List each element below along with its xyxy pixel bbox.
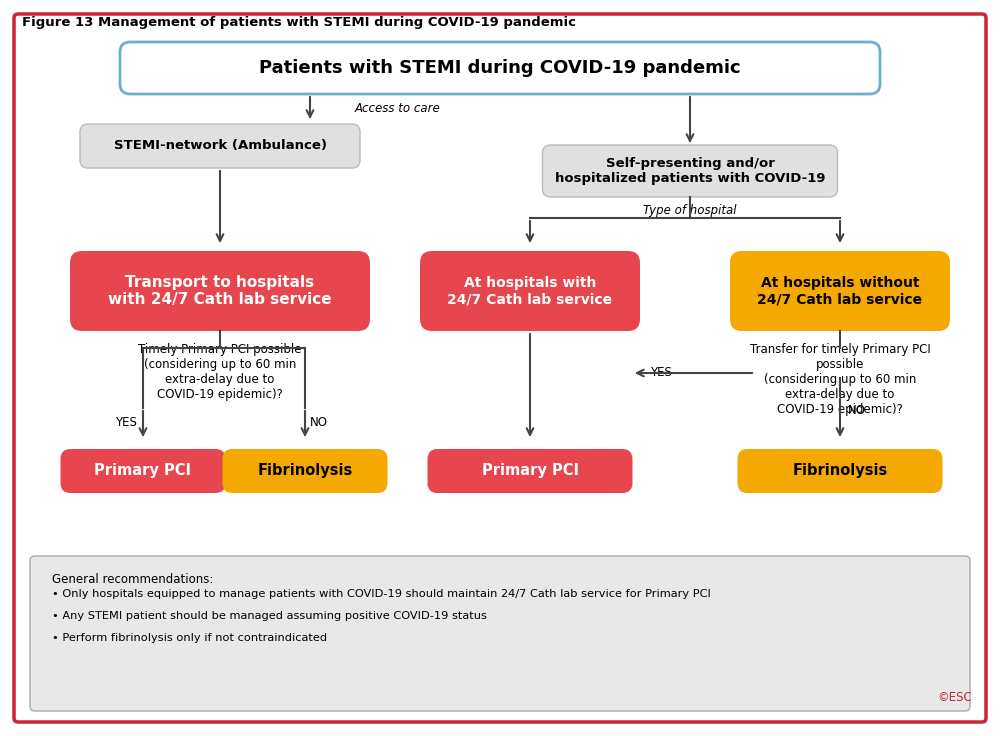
Text: Timely Primary PCI possible
(considering up to 60 min
extra-delay due to
COVID-1: Timely Primary PCI possible (considering… [138, 343, 302, 401]
FancyBboxPatch shape [70, 251, 370, 331]
Text: At hospitals with
24/7 Cath lab service: At hospitals with 24/7 Cath lab service [447, 276, 613, 306]
FancyBboxPatch shape [542, 145, 838, 197]
Text: Figure 13 Management of patients with STEMI during COVID-19 pandemic: Figure 13 Management of patients with ST… [22, 16, 576, 29]
FancyBboxPatch shape [222, 449, 388, 493]
Text: STEMI-network (Ambulance): STEMI-network (Ambulance) [114, 140, 326, 152]
FancyBboxPatch shape [420, 251, 640, 331]
Text: Fibrinolysis: Fibrinolysis [792, 464, 888, 478]
Text: Primary PCI: Primary PCI [94, 464, 192, 478]
FancyBboxPatch shape [730, 251, 950, 331]
Text: Transfer for timely Primary PCI
possible
(considering up to 60 min
extra-delay d: Transfer for timely Primary PCI possible… [750, 343, 930, 416]
Text: NO: NO [310, 416, 328, 429]
Text: Patients with STEMI during COVID-19 pandemic: Patients with STEMI during COVID-19 pand… [259, 59, 741, 77]
Text: YES: YES [115, 416, 137, 429]
Text: Transport to hospitals
with 24/7 Cath lab service: Transport to hospitals with 24/7 Cath la… [108, 275, 332, 307]
FancyBboxPatch shape [738, 449, 942, 493]
Text: At hospitals without
24/7 Cath lab service: At hospitals without 24/7 Cath lab servi… [757, 276, 923, 306]
FancyBboxPatch shape [120, 42, 880, 94]
Text: Type of hospital: Type of hospital [643, 204, 737, 217]
FancyBboxPatch shape [30, 556, 970, 711]
Text: • Only hospitals equipped to manage patients with COVID-19 should maintain 24/7 : • Only hospitals equipped to manage pati… [52, 589, 711, 599]
Text: Access to care: Access to care [355, 102, 441, 116]
Text: YES: YES [650, 367, 672, 380]
Text: Self-presenting and/or
hospitalized patients with COVID-19: Self-presenting and/or hospitalized pati… [555, 157, 825, 185]
Text: • Any STEMI patient should be managed assuming positive COVID-19 status: • Any STEMI patient should be managed as… [52, 611, 487, 621]
Text: NO: NO [848, 404, 866, 417]
FancyBboxPatch shape [80, 124, 360, 168]
FancyBboxPatch shape [60, 449, 226, 493]
FancyBboxPatch shape [428, 449, 633, 493]
Text: Primary PCI: Primary PCI [482, 464, 578, 478]
Text: ©ESC: ©ESC [937, 691, 972, 704]
Text: Fibrinolysis: Fibrinolysis [257, 464, 353, 478]
Text: General recommendations:: General recommendations: [52, 573, 213, 586]
FancyBboxPatch shape [14, 14, 986, 722]
Text: • Perform fibrinolysis only if not contraindicated: • Perform fibrinolysis only if not contr… [52, 633, 327, 643]
